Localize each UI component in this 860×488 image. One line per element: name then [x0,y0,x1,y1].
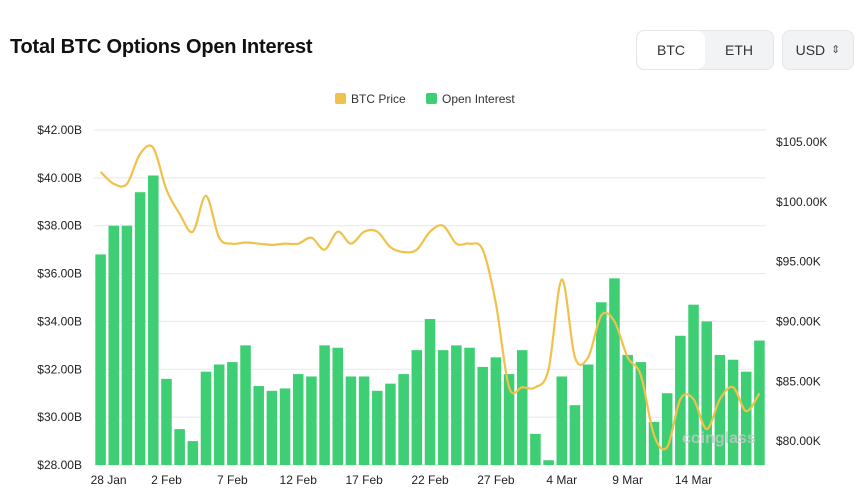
oi-bar [569,405,581,465]
oi-bar [121,225,133,465]
y-left-tick-label: $32.00B [37,362,82,376]
oi-bar [95,254,106,465]
oi-bar [596,302,607,465]
y-left-tick-label: $34.00B [37,314,82,328]
y-left-tick-label: $40.00B [37,171,82,185]
y-left-tick-label: $30.00B [37,410,82,424]
y-right-tick-label: $80.00K [776,434,821,448]
oi-bar [253,386,264,465]
oi-bar [174,429,185,465]
oi-bar [213,364,225,465]
y-right-tick-label: $100.00K [776,195,827,209]
oi-bar [358,376,370,465]
oi-bar [464,347,475,465]
oi-bar [701,321,712,465]
oi-bar [451,345,462,465]
currency-select[interactable]: USD ⇕ [782,30,854,70]
oi-bar [134,192,146,465]
oi-bar [148,175,159,465]
oi-bar [108,225,120,465]
x-tick-label: 14 Mar [675,473,712,487]
btc-tab[interactable]: BTC [637,31,705,69]
chevron-up-down-icon: ⇕ [831,43,841,56]
oi-bar [227,362,238,465]
page-title: Total BTC Options Open Interest [10,36,313,58]
oi-bar [437,350,449,465]
oi-bar [372,390,383,465]
oi-bar [385,383,396,465]
watermark: coinglass [682,430,756,447]
x-tick-label: 4 Mar [546,473,577,487]
oi-bar [187,441,199,465]
oi-bar [648,421,660,465]
legend-swatch [426,93,437,104]
oi-bar [306,376,317,465]
legend-swatch [335,93,346,104]
oi-bar [727,359,739,465]
oi-bar [543,460,554,465]
oi-bar [609,278,620,465]
y-right-tick-label: $105.00K [776,135,827,149]
oi-bar [675,335,686,465]
btc-price-line [99,144,761,451]
legend-label: Open Interest [442,92,515,106]
oi-bar [516,350,528,465]
x-tick-label: 7 Feb [217,473,248,487]
x-tick-label: 22 Feb [411,473,449,487]
oi-bar [582,364,594,465]
oi-bar [556,376,568,465]
oi-bar [740,371,752,465]
oi-bar [714,354,726,465]
x-tick-label: 9 Mar [612,473,643,487]
y-left-tick-label: $38.00B [37,219,82,233]
oi-bar [332,347,344,465]
oi-bar [319,345,330,465]
oi-bar [477,366,488,465]
left-axis: $28.00B $30.00B $32.00B $34.00B $36.00B $38.0… [37,123,82,472]
chart-legend: BTC Price Open Interest [335,92,515,106]
oi-bar [635,362,647,465]
oi-bar [754,340,765,465]
y-left-tick-label: $36.00B [37,267,82,281]
y-left-tick-label: $28.00B [37,458,82,472]
x-tick-label: 28 Jan [91,473,127,487]
btc-price-series [99,144,761,451]
oi-bar [530,433,541,465]
oi-bar [240,345,251,465]
oi-bar [200,371,212,465]
x-tick-label: 27 Feb [477,473,515,487]
oi-bar [490,357,502,465]
y-left-tick-label: $42.00B [37,123,82,137]
asset-toggle: BTC ETH [636,30,774,70]
oi-bar [411,350,423,465]
oi-bar [292,374,304,465]
x-axis: 28 Jan 2 Feb 7 Feb 12 Feb 17 Feb 22 Feb 27 Feb… [91,473,713,487]
oi-bar [279,388,291,465]
eth-tab[interactable]: ETH [725,42,753,58]
oi-bar [161,378,172,465]
oi-bar [266,390,278,465]
oi-bar [424,319,436,465]
oi-bar [622,354,633,465]
y-right-tick-label: $90.00K [776,314,821,328]
legend-label: BTC Price [351,92,406,106]
oi-bar [345,376,357,465]
oi-bar [398,374,409,465]
x-tick-label: 2 Feb [151,473,182,487]
x-tick-label: 17 Feb [345,473,383,487]
oi-bar [661,393,673,465]
right-axis: $80.00K $85.00K $90.00K $95.00K $100.00K $105… [776,135,827,448]
watermark-text: coinglass [682,430,756,447]
gridlines [94,129,766,466]
y-right-tick-label: $95.00K [776,255,821,269]
currency-value: USD [795,42,826,58]
x-tick-label: 12 Feb [280,473,318,487]
open-interest-bars [95,175,765,465]
oi-bar [503,374,515,465]
oi-bar [688,304,699,465]
y-right-tick-label: $85.00K [776,374,821,388]
